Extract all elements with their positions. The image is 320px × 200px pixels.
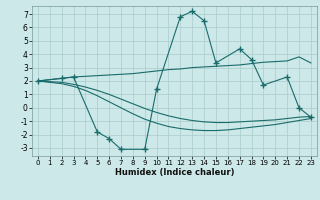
X-axis label: Humidex (Indice chaleur): Humidex (Indice chaleur) <box>115 168 234 177</box>
